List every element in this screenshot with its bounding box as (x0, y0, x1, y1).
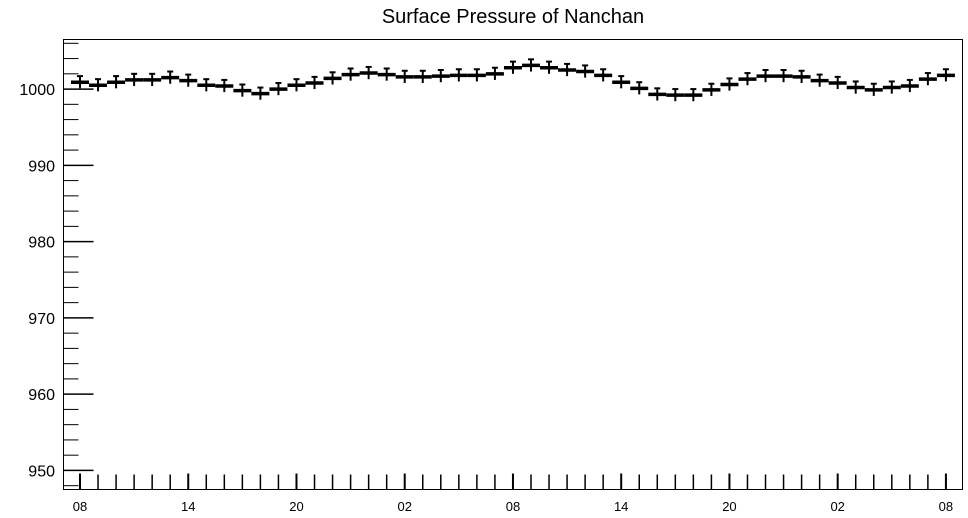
data-point (431, 69, 450, 83)
data-point (413, 69, 432, 83)
y-tick-label: 980 (28, 235, 55, 252)
data-point (774, 69, 793, 83)
data-point (89, 78, 108, 92)
data-point (161, 70, 180, 84)
x-tick-label: 08 (73, 499, 87, 514)
x-axis: 08 14 20 02 08 14 20 02 08 (73, 473, 953, 514)
data-point (143, 72, 162, 87)
data-point (594, 68, 613, 82)
x-tick-label: 14 (181, 499, 195, 514)
data-point (179, 73, 198, 87)
plot-frame (63, 39, 963, 490)
data-point (936, 68, 955, 82)
data-point (882, 80, 901, 94)
data-point (305, 75, 324, 90)
data-point (702, 82, 721, 96)
data-point (576, 64, 595, 78)
data-point (287, 78, 306, 92)
data-point (864, 82, 883, 96)
data-point (269, 81, 288, 96)
data-point (684, 88, 703, 102)
data-point (323, 71, 342, 85)
data-point (810, 73, 829, 87)
y-tick-label: 990 (28, 158, 55, 175)
x-tick-label: 02 (397, 499, 411, 514)
data-point (107, 75, 126, 89)
x-tick-label: 14 (614, 499, 628, 514)
data-point (828, 75, 847, 90)
data-point (503, 60, 522, 74)
x-tick-label: 08 (939, 499, 953, 514)
data-point (792, 69, 811, 83)
data-point (540, 60, 559, 74)
data-point (738, 72, 757, 86)
data-point (251, 86, 270, 100)
data-point (485, 66, 504, 80)
y-tick-label: 960 (28, 387, 55, 404)
x-tick-label: 02 (830, 499, 844, 514)
y-tick-label: 950 (28, 463, 55, 480)
y-tick-label: 970 (28, 311, 55, 328)
data-point (377, 67, 396, 81)
data-point (846, 80, 865, 94)
data-point (359, 65, 378, 80)
data-point (215, 78, 234, 93)
data-point (900, 78, 919, 93)
data-point (648, 87, 667, 101)
data-point (558, 62, 577, 77)
data-point (125, 72, 144, 87)
data-point (720, 77, 739, 91)
data-point (612, 75, 631, 89)
data-point (522, 58, 540, 72)
data-point (449, 68, 468, 82)
data-point (666, 88, 685, 102)
y-tick-label: 1000 (19, 82, 55, 99)
x-tick-label: 20 (289, 499, 303, 514)
data-point (395, 69, 414, 83)
data-point (467, 68, 486, 82)
x-tick-label: 20 (722, 499, 736, 514)
data-point (197, 78, 216, 92)
data-point (71, 75, 89, 89)
data-point (756, 69, 775, 83)
y-axis: 950 960 970 980 990 1000 (19, 42, 94, 487)
data-point (341, 67, 360, 81)
data-point (630, 81, 649, 95)
data-point (233, 83, 252, 97)
x-tick-label: 08 (506, 499, 520, 514)
chart-title: Surface Pressure of Nanchan (382, 6, 644, 28)
data-point (918, 72, 937, 86)
data-points (71, 58, 955, 102)
